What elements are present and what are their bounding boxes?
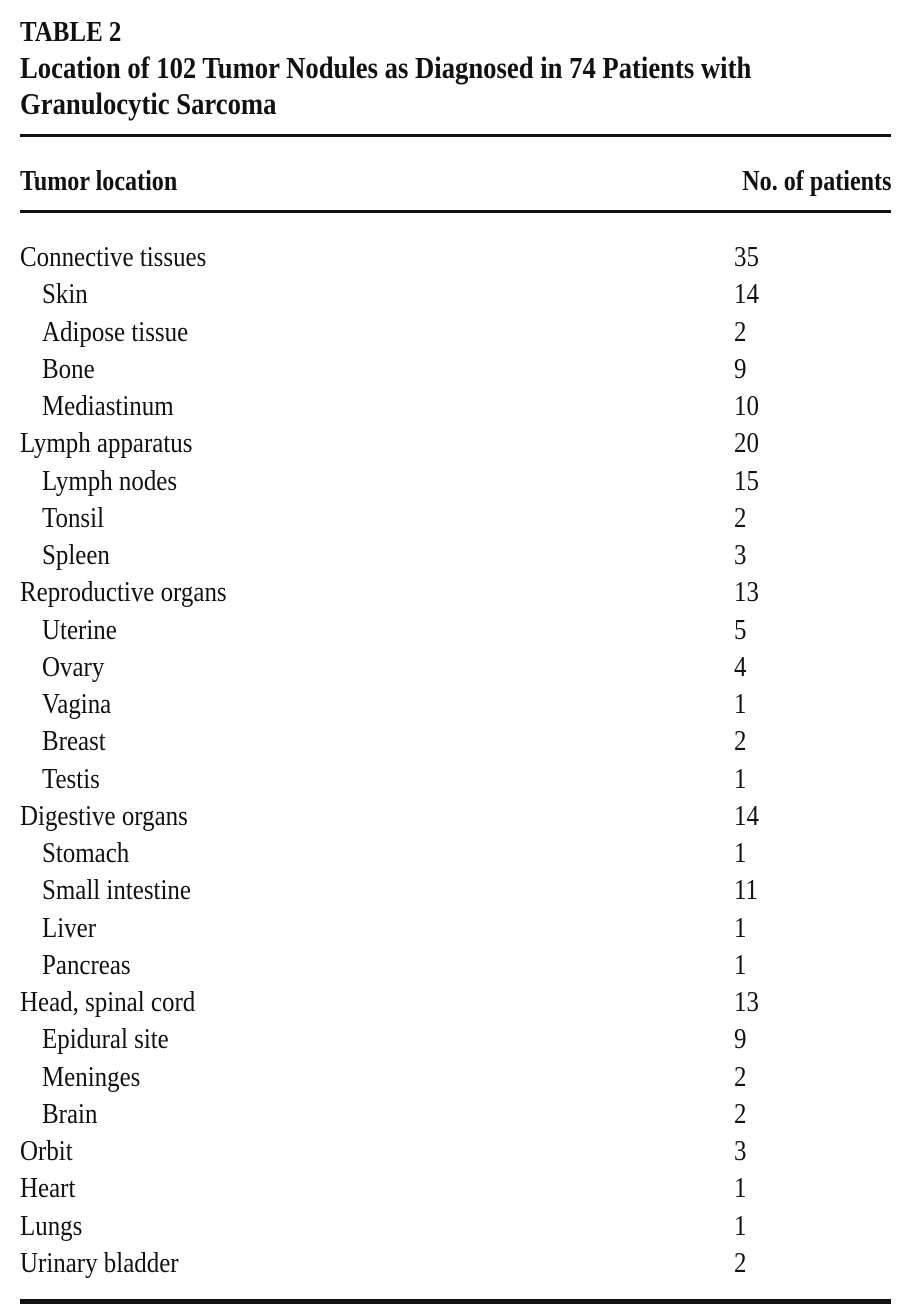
table-row: Epidural site 9 [20, 1021, 891, 1058]
tumor-location-cell: Breast [42, 725, 106, 758]
column-header-patients: No. of patients [741, 166, 891, 197]
tumor-location-cell: Urinary bladder [20, 1246, 179, 1279]
table-row: Ovary 4 [20, 649, 891, 686]
table-row: Pancreas 1 [20, 947, 891, 984]
table-row: Connective tissues 35 [20, 239, 891, 276]
table-body: Connective tissues 35 Skin 14 Adipose tissue… [20, 239, 891, 1282]
patient-count-cell: 1 [734, 762, 747, 795]
table-row: Spleen 3 [20, 537, 891, 574]
tumor-location-cell: Stomach [42, 837, 130, 869]
tumor-location-cell: Lungs [20, 1209, 83, 1242]
patient-count-cell: 10 [734, 390, 759, 422]
tumor-location-cell: Head, spinal cord [20, 986, 196, 1018]
tumor-location-cell: Uterine [42, 613, 117, 646]
tumor-location-cell: Pancreas [42, 948, 131, 981]
table-row: Urinary bladder 2 [20, 1245, 891, 1282]
patient-count-cell: 2 [734, 1097, 747, 1130]
tumor-location-cell: Lymph apparatus [20, 427, 193, 460]
table-header-row: Tumor location No. of patients [20, 162, 891, 202]
table-row: Breast 2 [20, 723, 891, 760]
table-row: Lymph nodes 15 [20, 463, 891, 500]
table-row: Liver 1 [20, 910, 891, 947]
patient-count-cell: 1 [734, 911, 747, 944]
table-row: Bone 9 [20, 351, 891, 388]
patient-count-cell: 3 [734, 1135, 747, 1167]
table-row: Skin 14 [20, 276, 891, 313]
table-row: Uterine 5 [20, 612, 891, 649]
tumor-location-cell: Lymph nodes [42, 464, 178, 497]
tumor-location-cell: Vagina [42, 688, 112, 720]
table-row: Small intestine 11 [20, 872, 891, 909]
column-header-location: Tumor location [20, 166, 178, 197]
patient-count-cell: 2 [734, 315, 747, 348]
table-title-line-2: Granulocytic Sarcoma [20, 86, 277, 121]
tumor-location-cell: Small intestine [42, 874, 191, 907]
patient-count-cell: 9 [734, 1023, 747, 1056]
patient-count-cell: 13 [734, 576, 759, 609]
patient-count-cell: 2 [734, 1246, 747, 1279]
tumor-location-cell: Adipose tissue [42, 315, 189, 348]
table-row: Digestive organs 14 [20, 798, 891, 835]
header-rule [20, 210, 891, 213]
patient-count-cell: 14 [734, 799, 759, 832]
patient-count-cell: 35 [734, 241, 759, 273]
tumor-location-cell: Brain [42, 1097, 98, 1130]
tumor-location-cell: Testis [42, 762, 100, 795]
table-figure: TABLE 2 Location of 102 Tumor Nodules as… [20, 14, 891, 1304]
patient-count-cell: 2 [734, 725, 747, 758]
patient-count-cell: 1 [734, 837, 747, 869]
tumor-location-cell: Spleen [42, 539, 110, 571]
tumor-location-cell: Connective tissues [20, 241, 207, 273]
patient-count-cell: 2 [734, 1060, 747, 1093]
patient-count-cell: 2 [734, 501, 747, 534]
patient-count-cell: 14 [734, 278, 759, 311]
patient-count-cell: 5 [734, 613, 747, 646]
patient-count-cell: 20 [734, 427, 759, 460]
patient-count-cell: 1 [734, 948, 747, 981]
tumor-location-cell: Meninges [42, 1060, 141, 1093]
table-row: Orbit 3 [20, 1133, 891, 1170]
top-rule [20, 134, 891, 137]
patient-count-cell: 1 [734, 688, 747, 720]
patient-count-cell: 13 [734, 986, 759, 1018]
table-title-line-1: Location of 102 Tumor Nodules as Diagnos… [20, 50, 752, 85]
tumor-location-cell: Heart [20, 1172, 76, 1205]
patient-count-cell: 15 [734, 464, 759, 497]
patient-count-cell: 1 [734, 1209, 747, 1242]
table-row: Heart 1 [20, 1170, 891, 1207]
table-row: Vagina 1 [20, 686, 891, 723]
tumor-location-cell: Reproductive organs [20, 576, 227, 609]
tumor-location-cell: Bone [42, 352, 95, 385]
table-row: Adipose tissue 2 [20, 314, 891, 351]
tumor-location-cell: Mediastinum [42, 390, 174, 422]
table-row: Lymph apparatus 20 [20, 425, 891, 462]
table-label: TABLE 2 [20, 16, 122, 48]
tumor-location-cell: Orbit [20, 1135, 73, 1167]
patient-count-cell: 1 [734, 1172, 747, 1205]
bottom-rule [20, 1299, 891, 1304]
table-row: Head, spinal cord 13 [20, 984, 891, 1021]
table-row: Lungs 1 [20, 1208, 891, 1245]
table-row: Tonsil 2 [20, 500, 891, 537]
tumor-location-cell: Epidural site [42, 1023, 169, 1056]
table-row: Brain 2 [20, 1096, 891, 1133]
tumor-location-cell: Ovary [42, 650, 105, 683]
tumor-location-cell: Digestive organs [20, 799, 188, 832]
table-row: Testis 1 [20, 761, 891, 798]
table-row: Stomach 1 [20, 835, 891, 872]
patient-count-cell: 9 [734, 352, 747, 385]
patient-count-cell: 4 [734, 650, 747, 683]
tumor-location-cell: Tonsil [42, 501, 105, 534]
tumor-location-cell: Liver [42, 911, 97, 944]
table-row: Mediastinum 10 [20, 388, 891, 425]
tumor-location-cell: Skin [42, 278, 88, 311]
table-row: Reproductive organs 13 [20, 574, 891, 611]
patient-count-cell: 3 [734, 539, 747, 571]
patient-count-cell: 11 [734, 874, 759, 907]
table-row: Meninges 2 [20, 1059, 891, 1096]
